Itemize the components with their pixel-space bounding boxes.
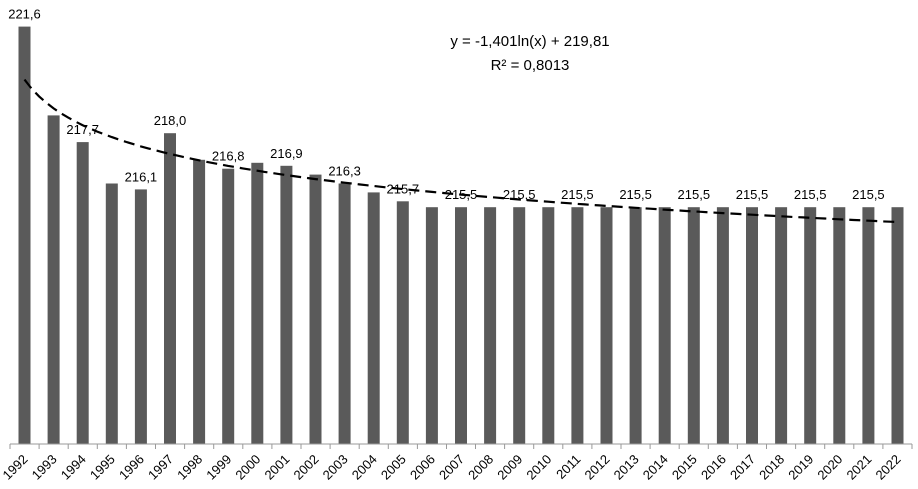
x-tick-label-2020: 2020 xyxy=(814,452,845,483)
bar-2009 xyxy=(513,207,526,444)
data-label-2011: 215,5 xyxy=(561,187,594,202)
bar-2008 xyxy=(484,207,497,444)
bar-2020 xyxy=(833,207,846,444)
data-label-1997: 218,0 xyxy=(154,113,187,128)
bar-2013 xyxy=(629,207,642,444)
bar-1994 xyxy=(76,142,89,444)
x-tick-label-2012: 2012 xyxy=(582,452,613,483)
bar-2004 xyxy=(367,192,380,444)
x-tick-label-2019: 2019 xyxy=(785,452,816,483)
data-label-1999: 216,8 xyxy=(212,149,245,164)
bar-1997 xyxy=(164,133,176,444)
bar-1996 xyxy=(134,189,147,444)
x-tick-label-2004: 2004 xyxy=(349,452,380,483)
trendline-equation: y = -1,401ln(x) + 219,81 xyxy=(450,33,610,50)
logarithmic-trendline xyxy=(23,78,898,224)
data-label-2015: 215,5 xyxy=(678,187,711,202)
bar-2017 xyxy=(746,207,758,444)
x-tick-label-2015: 2015 xyxy=(669,452,700,483)
bar-1995 xyxy=(105,183,118,444)
x-tick-label-1998: 1998 xyxy=(174,452,205,483)
bar-2010 xyxy=(542,207,555,444)
bar-2016 xyxy=(716,207,729,444)
bar-2021 xyxy=(862,207,875,444)
data-label-2003: 216,3 xyxy=(328,164,361,179)
bar-2006 xyxy=(425,207,438,444)
bar-2005 xyxy=(396,201,409,444)
bar-1992 xyxy=(18,26,31,444)
x-axis-ticks xyxy=(9,444,913,449)
bar-1998 xyxy=(193,159,206,445)
x-tick-labels: 1992199319941995199619971998199920002001… xyxy=(0,452,904,483)
x-tick-label-2021: 2021 xyxy=(843,452,874,483)
x-tick-label-2009: 2009 xyxy=(494,452,525,483)
bar-2012 xyxy=(600,207,613,444)
x-tick-label-2002: 2002 xyxy=(291,452,322,483)
trendline-equation-box: y = -1,401ln(x) + 219,81 R² = 0,8013 xyxy=(440,30,620,78)
bar-series xyxy=(18,26,904,445)
bar-2011 xyxy=(571,207,584,444)
x-tick-label-2008: 2008 xyxy=(465,452,496,483)
data-label-1992: 221,6 xyxy=(8,7,41,22)
x-tick-label-2014: 2014 xyxy=(640,452,671,483)
x-tick-label-1999: 1999 xyxy=(203,452,234,483)
x-tick-label-1993: 1993 xyxy=(29,452,60,483)
x-tick-label-2000: 2000 xyxy=(232,452,263,483)
x-tick-label-2017: 2017 xyxy=(727,452,758,483)
data-label-2009: 215,5 xyxy=(503,187,536,202)
x-tick-label-1997: 1997 xyxy=(145,452,176,483)
x-tick-label-1995: 1995 xyxy=(87,452,118,483)
x-tick-label-2022: 2022 xyxy=(873,452,904,483)
x-tick-label-2018: 2018 xyxy=(756,452,787,483)
x-tick-label-2001: 2001 xyxy=(261,452,292,483)
bar-2001 xyxy=(280,165,293,445)
data-label-2019: 215,5 xyxy=(794,187,827,202)
data-label-2005: 215,7 xyxy=(387,181,420,196)
x-tick-label-1994: 1994 xyxy=(58,452,89,483)
bar-2018 xyxy=(775,207,788,444)
data-label-2017: 215,5 xyxy=(736,187,769,202)
x-tick-label-2003: 2003 xyxy=(320,452,351,483)
bar-2019 xyxy=(804,207,817,444)
data-label-2007: 215,5 xyxy=(445,187,478,202)
x-tick-label-2005: 2005 xyxy=(378,452,409,483)
x-tick-label-2010: 2010 xyxy=(523,452,554,483)
bar-2000 xyxy=(251,162,264,445)
bar-2014 xyxy=(658,207,671,444)
bar-2003 xyxy=(338,183,351,444)
x-tick-label-1996: 1996 xyxy=(116,452,147,483)
x-tick-label-1992: 1992 xyxy=(0,452,31,483)
x-tick-label-2006: 2006 xyxy=(407,452,438,483)
bar-2022 xyxy=(891,207,904,444)
bar-2002 xyxy=(309,174,322,444)
data-label-2021: 215,5 xyxy=(852,187,885,202)
data-label-2001: 216,9 xyxy=(270,146,303,161)
bar-2007 xyxy=(455,207,467,444)
bar-1999 xyxy=(222,168,235,444)
x-tick-label-2011: 2011 xyxy=(553,452,583,482)
bar-1993 xyxy=(47,115,60,445)
x-tick-label-2007: 2007 xyxy=(436,452,467,483)
bar-2015 xyxy=(687,207,700,444)
data-label-1996: 216,1 xyxy=(125,169,158,184)
x-tick-label-2013: 2013 xyxy=(611,452,642,483)
data-label-2013: 215,5 xyxy=(619,187,652,202)
x-tick-label-2016: 2016 xyxy=(698,452,729,483)
r-squared-value: R² = 0,8013 xyxy=(490,57,570,74)
data-label-1994: 217,7 xyxy=(66,122,99,137)
data-labels: 221,6 217,7 216,1 218,0 216,8 216,9 216,3 215,7… xyxy=(8,7,884,203)
